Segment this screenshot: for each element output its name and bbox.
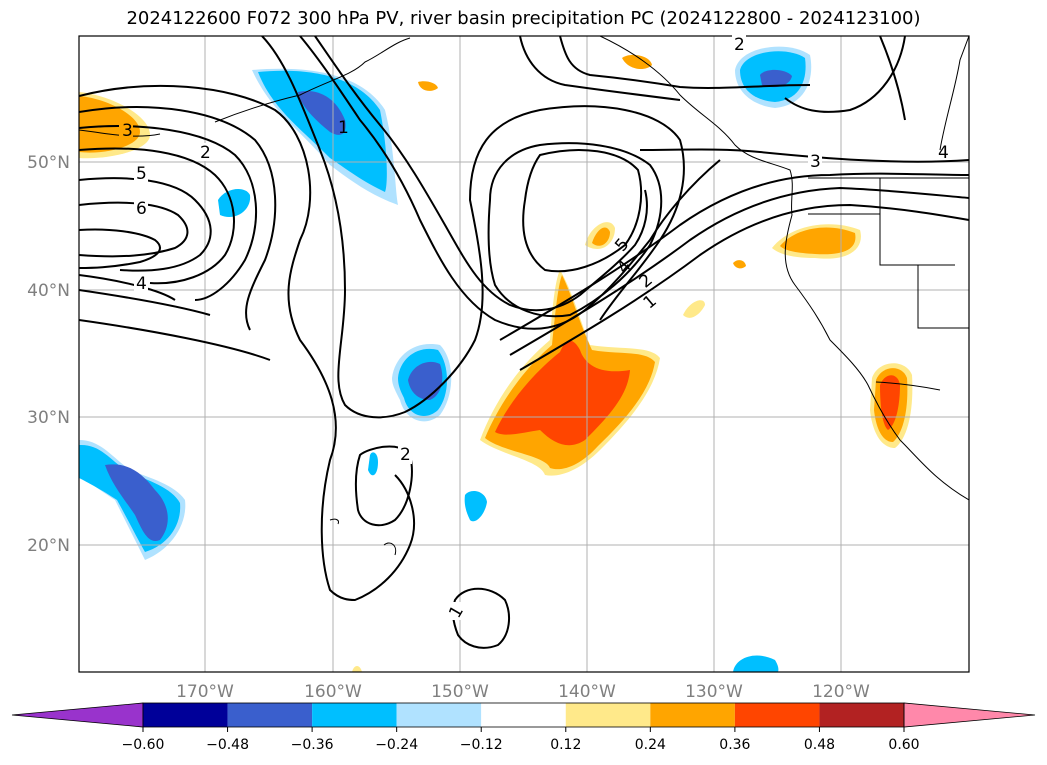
lat-tick: 40°N — [27, 281, 70, 301]
lon-tick: 150°W — [431, 682, 489, 702]
contour-label: 6 — [136, 199, 147, 219]
colorbar-label: −0.60 — [122, 737, 165, 753]
lon-axis-labels: 170°W 160°W 150°W 140°W 130°W 120°W — [176, 682, 870, 702]
contour-label: 4 — [136, 274, 147, 294]
colorbar-label: −0.12 — [460, 737, 503, 753]
lon-tick: 160°W — [304, 682, 362, 702]
lon-tick: 130°W — [685, 682, 743, 702]
colorbar-label: −0.24 — [375, 737, 418, 753]
contour-label: 2 — [400, 445, 411, 465]
colorbar-swatch — [143, 703, 228, 727]
lat-axis-labels: 50°N 40°N 30°N 20°N — [27, 153, 70, 556]
lon-tick: 140°W — [558, 682, 616, 702]
grid-lines — [79, 36, 969, 672]
map-area — [79, 36, 969, 672]
contour-label: 1 — [338, 118, 349, 138]
colorbar-swatch — [396, 703, 482, 727]
colorbar-label: 0.24 — [635, 737, 666, 753]
pv-contours — [79, 36, 969, 649]
colorbar-label: −0.48 — [206, 737, 249, 753]
colorbar-swatch — [734, 703, 820, 727]
colorbar-swatch — [227, 703, 313, 727]
lon-tick: 120°W — [812, 682, 870, 702]
contour-label: 2 — [200, 143, 211, 163]
colorbar-label: 0.12 — [550, 737, 581, 753]
coastlines — [79, 36, 969, 556]
lat-tick: 50°N — [27, 153, 70, 173]
colorbar-swatch — [650, 703, 735, 727]
map-frame — [78, 35, 970, 673]
colorbar-label: 0.48 — [804, 737, 835, 753]
colorbar-swatch — [312, 703, 397, 727]
figure-title: 2024122600 F072 300 hPa PV, river basin … — [126, 8, 921, 29]
colorbar: −0.60 −0.48 −0.36 −0.24 −0.12 0.12 0.24 0.36 0.4… — [11, 702, 1036, 753]
contour-label: 4 — [938, 143, 949, 163]
colorbar-label: −0.36 — [291, 737, 334, 753]
colorbar-swatch — [481, 703, 566, 727]
colorbar-frame — [142, 702, 905, 728]
lon-tick: 170°W — [176, 682, 234, 702]
colorbar-swatch — [565, 703, 651, 727]
contour-label: 1 — [640, 291, 661, 313]
contour-label: 3 — [122, 121, 133, 141]
contour-label: 5 — [136, 164, 147, 184]
lat-tick: 30°N — [27, 408, 70, 428]
colorbar-swatch — [819, 703, 904, 727]
contour-label: 3 — [810, 152, 821, 172]
contour-label: 2 — [734, 35, 745, 55]
colorbar-label: 0.36 — [719, 737, 750, 753]
colorbar-extend-high — [903, 702, 1036, 728]
colorbar-extend-low — [11, 702, 144, 728]
precip-shading — [79, 46, 913, 672]
lat-tick: 20°N — [27, 536, 70, 556]
colorbar-label: 0.60 — [888, 737, 919, 753]
